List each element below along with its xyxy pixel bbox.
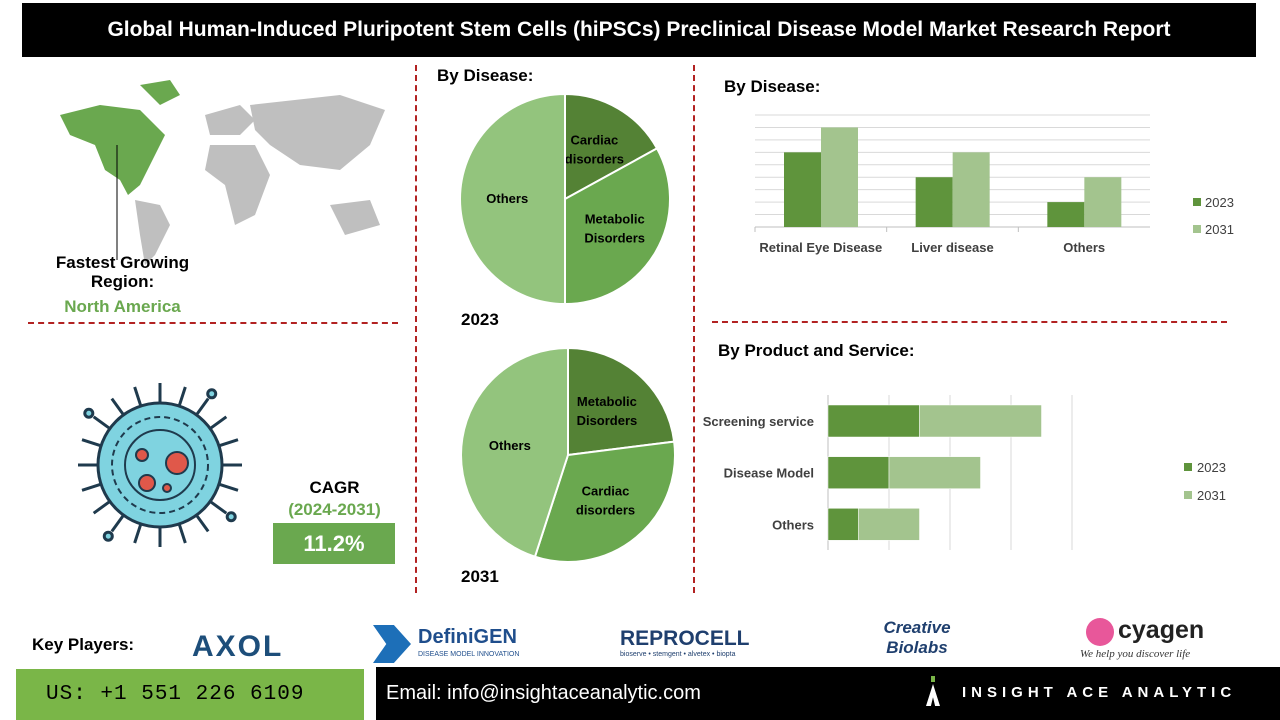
divider [415,65,417,593]
title-text: Global Human-Induced Pluripotent Stem Ce… [107,18,1171,41]
pie-label: Cardiac disorders [565,132,624,166]
pie-caption-2023: 2023 [461,310,499,329]
pie-label: Cardiac disorders [576,483,635,517]
category-label: Others [1063,240,1105,255]
category-label: Disease Model [724,466,814,481]
pie-slice [459,92,566,306]
cagr-period: (2024-2031) [288,500,381,519]
bar [919,404,1042,438]
cagr-label: CAGR [309,478,360,497]
product-bar-chart: Screening service Disease Model Others 2023… [703,395,1226,550]
legend-swatch [1184,463,1192,471]
bar [1047,202,1085,227]
legend-label: 2023 [1205,195,1234,210]
pie-label: Others [486,191,528,206]
pie-slice [567,346,676,457]
pie-caption-2031: 2031 [461,567,499,586]
bar [888,456,981,489]
legend-swatch [1193,198,1201,206]
region-value: North America [64,297,181,316]
region-label: Fastest Growing Region: [55,253,190,291]
pie-label: Metabolic Disorders [577,394,638,428]
pie-chart-2023: Cardiac disorders Metabolic Disorders Others [459,92,671,306]
pie-title: By Disease: [437,66,534,85]
bar [1084,177,1122,227]
pie-chart-2031: Metabolic Disorders Cardiac disorders Others [460,346,676,563]
category-label: Others [772,517,814,532]
legend-label: 2031 [1205,222,1234,237]
pie-slice [564,147,671,306]
bar [827,508,859,541]
bar [915,177,953,227]
reprocell-logo: REPROCELL bioserve • stemgent • alvetex … [620,627,750,658]
email-link[interactable]: Email: info@insightaceanalytic.com [386,682,701,704]
europe [205,105,255,135]
category-label: Screening service [703,414,814,429]
stem-cell-icon [78,383,242,547]
legend-label: 2031 [1197,488,1226,503]
pie-slice [533,440,676,563]
axol-logo: AXOL [192,630,284,663]
legend-swatch [1184,491,1192,499]
bar [827,456,890,489]
key-players-label: Key Players: [32,635,135,654]
pie-slice [460,346,569,559]
pie-label: Others [489,438,531,453]
bar [952,152,990,227]
insight-ace-logo-icon [926,676,942,706]
divider [712,321,1227,323]
divider [28,322,398,324]
world-map [60,80,385,265]
australia [330,200,380,235]
north-america-region [60,105,165,195]
hbar-chart-title: By Product and Service: [718,341,915,360]
divider [693,65,695,593]
africa [205,145,270,225]
brand-name: INSIGHT ACE ANALYTIC [962,684,1237,701]
bar [821,127,858,227]
cagr-value: 11.2% [273,523,395,564]
bar [827,404,920,438]
creative-biolabs-logo: Creative Biolabs [883,618,951,657]
bar-chart-title: By Disease: [724,77,821,96]
bar [858,508,920,541]
report-title: Global Human-Induced Pluripotent Stem Ce… [22,3,1256,57]
legend-label: 2023 [1197,460,1226,475]
category-label: Retinal Eye Disease [759,240,882,255]
phone-number[interactable]: US: +1 551 226 6109 [16,669,364,720]
south-america [135,200,170,265]
disease-bar-chart: Retinal Eye Disease Liver disease Others 20… [754,114,1234,255]
legend-swatch [1193,225,1201,233]
asia [250,95,385,170]
category-label: Liver disease [911,240,993,255]
pie-slice [564,92,659,201]
pie-label: Metabolic Disorders [584,211,645,245]
bar [784,152,821,227]
